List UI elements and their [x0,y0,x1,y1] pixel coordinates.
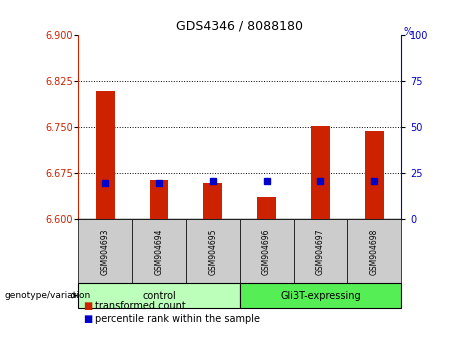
Text: GSM904695: GSM904695 [208,228,217,275]
Text: GSM904698: GSM904698 [370,228,378,275]
Text: GSM904696: GSM904696 [262,228,271,275]
Bar [365,131,384,219]
Text: ■: ■ [83,314,92,324]
Text: transformed count: transformed count [95,301,185,311]
Bar [96,91,115,219]
Text: Gli3T-expressing: Gli3T-expressing [280,291,361,301]
Text: GSM904697: GSM904697 [316,228,325,275]
Bar [311,126,330,219]
Text: ■: ■ [83,301,92,311]
Bar [257,197,276,219]
Title: GDS4346 / 8088180: GDS4346 / 8088180 [176,20,303,33]
Text: percentile rank within the sample: percentile rank within the sample [95,314,260,324]
Bar [203,183,222,219]
Text: %: % [403,27,413,37]
Bar [150,179,168,219]
Text: control: control [142,291,176,301]
Text: genotype/variation: genotype/variation [5,291,91,300]
Text: GSM904694: GSM904694 [154,228,164,275]
Text: GSM904693: GSM904693 [101,228,110,275]
